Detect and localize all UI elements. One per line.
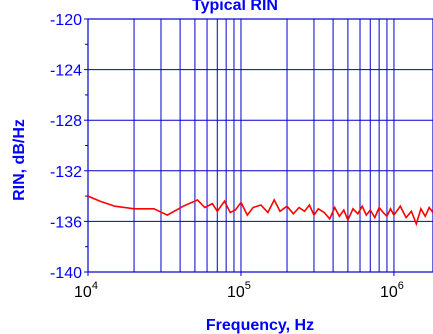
- y-tick-label: -136: [50, 214, 82, 231]
- rin-series-line: [87, 195, 433, 227]
- x-axis-label: Frequency, Hz: [206, 317, 314, 334]
- x-tick-label: 105: [227, 280, 251, 301]
- y-tick-label: -128: [50, 113, 82, 130]
- grid-lines: [87, 18, 433, 273]
- y-axis-ticks: -120 -124 -128 -132 -136 -140: [50, 12, 88, 282]
- x-tick-label: 104: [74, 280, 98, 301]
- y-tick-label: -132: [50, 164, 82, 181]
- y-tick-label: -120: [50, 12, 82, 29]
- chart-title: Typical RIN: [192, 0, 278, 14]
- x-axis-ticks: 104 105 106: [74, 272, 404, 301]
- y-axis-label: RIN, dB/Hz: [11, 119, 28, 201]
- x-tick-label: 106: [380, 280, 404, 301]
- y-tick-label: -124: [50, 63, 82, 80]
- plot-frame: [87, 18, 433, 273]
- y-tick-label: -140: [50, 265, 82, 282]
